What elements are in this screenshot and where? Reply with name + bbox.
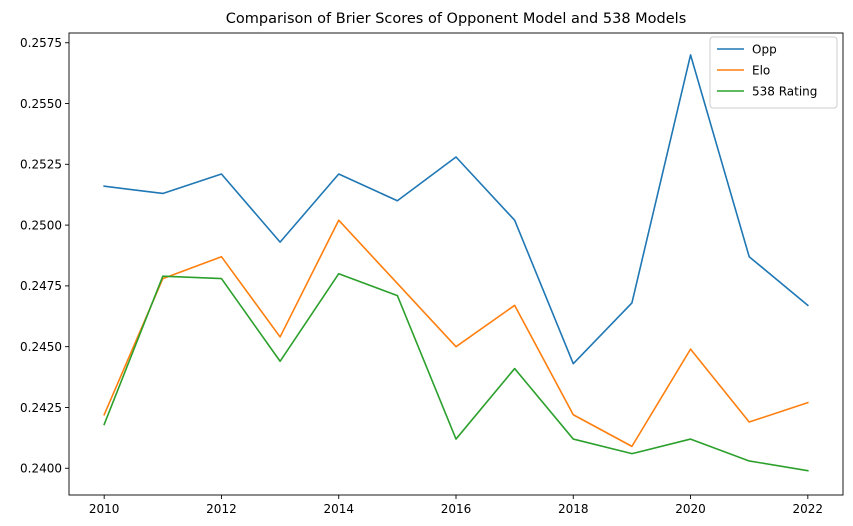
series-line-2 — [103, 272, 809, 472]
axes-layer: 2010 2012 2014 2016 2018 2020 2022 0.2400 0.2425… — [20, 32, 844, 516]
x-tick-label: 2012 — [206, 502, 237, 516]
y-tick-label: 0.2550 — [20, 97, 62, 111]
series-layer — [103, 54, 809, 472]
series-line-1 — [103, 219, 809, 448]
legend-label-1: Elo — [752, 63, 770, 77]
x-tick-label: 2016 — [441, 502, 472, 516]
chart-title: Comparison of Brier Scores of Opponent M… — [226, 11, 687, 27]
y-tick-label: 0.2575 — [20, 36, 62, 50]
y-tick-label: 0.2500 — [20, 218, 62, 232]
x-tick-label: 2014 — [323, 502, 354, 516]
y-tick-label: 0.2400 — [20, 462, 62, 476]
x-tick-label: 2022 — [793, 502, 824, 516]
x-tick-label: 2018 — [558, 502, 589, 516]
legend-label-0: Opp — [752, 42, 777, 56]
y-tick-label: 0.2450 — [20, 340, 62, 354]
x-tick-label: 2010 — [89, 502, 120, 516]
x-tick-label: 2020 — [675, 502, 706, 516]
y-tick-label: 0.2475 — [20, 279, 62, 293]
series-line-0 — [103, 54, 809, 365]
y-tick-label: 0.2525 — [20, 158, 62, 172]
y-tick-label: 0.2425 — [20, 401, 62, 415]
legend: Opp Elo 538 Rating — [709, 36, 838, 109]
legend-label-2: 538 Rating — [752, 84, 817, 98]
